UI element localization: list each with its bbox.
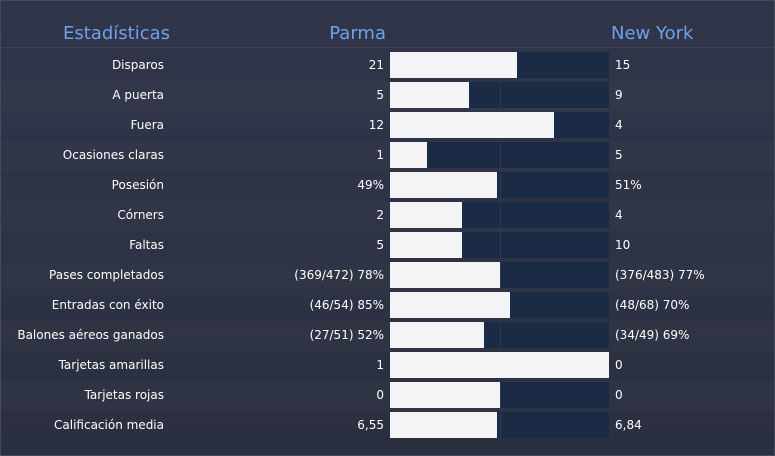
- home-value: (46/54) 85%: [309, 298, 384, 312]
- away-value: (48/68) 70%: [615, 298, 690, 312]
- home-share-fill: [390, 142, 427, 168]
- stats-title: Estadísticas: [63, 23, 171, 44]
- away-value: 4: [615, 208, 623, 222]
- bar-midline: [500, 292, 501, 318]
- stat-label: Entradas con éxito: [51, 298, 164, 312]
- home-value: 6,55: [357, 418, 384, 432]
- home-team-name: Parma: [329, 23, 386, 44]
- stat-label: Balones aéreos ganados: [17, 328, 164, 342]
- home-value: (369/472) 78%: [294, 268, 384, 282]
- home-share-fill: [390, 202, 462, 228]
- bar-midline: [500, 112, 501, 138]
- stat-row: Balones aéreos ganados (27/51) 52% (34/49)…: [1, 321, 774, 351]
- bar-midline: [500, 142, 501, 168]
- stat-label: A puerta: [112, 88, 164, 102]
- comparison-bar: [390, 172, 609, 198]
- away-value: 0: [615, 358, 623, 372]
- home-share-fill: [390, 292, 510, 318]
- stat-row: Tarjetas rojas 0 0: [1, 381, 774, 411]
- stat-label: Tarjetas amarillas: [58, 358, 164, 372]
- stat-row: Córners 2 4: [1, 201, 774, 231]
- home-share-fill: [390, 52, 517, 78]
- stat-label: Calificación media: [54, 418, 164, 432]
- stat-row: Fuera 12 4: [1, 111, 774, 141]
- away-value: 5: [615, 148, 623, 162]
- stat-row: Calificación media 6,55 6,84: [1, 411, 774, 441]
- bar-midline: [500, 232, 501, 258]
- bar-midline: [500, 52, 501, 78]
- home-value: 49%: [357, 178, 384, 192]
- stats-header: Estadísticas Parma New York: [1, 1, 774, 48]
- home-value: 2: [376, 208, 384, 222]
- home-value: 1: [376, 358, 384, 372]
- stat-row: Tarjetas amarillas 1 0: [1, 351, 774, 381]
- comparison-bar: [390, 112, 609, 138]
- stat-row: A puerta 5 9: [1, 81, 774, 111]
- comparison-bar: [390, 82, 609, 108]
- comparison-bar: [390, 232, 609, 258]
- home-value: (27/51) 52%: [309, 328, 384, 342]
- stat-label: Faltas: [129, 238, 164, 252]
- stat-label: Disparos: [111, 58, 164, 72]
- home-share-fill: [390, 262, 500, 288]
- away-value: 0: [615, 388, 623, 402]
- stat-label: Ocasiones claras: [62, 148, 164, 162]
- stat-row: Ocasiones claras 1 5: [1, 141, 774, 171]
- home-value: 12: [368, 118, 384, 132]
- bar-midline: [500, 262, 501, 288]
- stat-row: Entradas con éxito (46/54) 85% (48/68) 70%: [1, 291, 774, 321]
- bar-midline: [500, 172, 501, 198]
- comparison-bar: [390, 382, 609, 408]
- away-value: (34/49) 69%: [615, 328, 690, 342]
- home-share-fill: [390, 382, 500, 408]
- bar-midline: [500, 322, 501, 348]
- comparison-bar: [390, 52, 609, 78]
- comparison-bar: [390, 322, 609, 348]
- bar-midline: [500, 202, 501, 228]
- bar-midline: [500, 382, 501, 408]
- comparison-bar: [390, 292, 609, 318]
- home-share-fill: [390, 172, 497, 198]
- home-value: 5: [376, 238, 384, 252]
- home-share-fill: [390, 322, 484, 348]
- home-share-fill: [390, 352, 609, 378]
- bar-midline: [500, 412, 501, 438]
- bar-midline: [500, 352, 501, 378]
- away-value: 6,84: [615, 418, 642, 432]
- stat-label: Posesión: [111, 178, 164, 192]
- stat-label: Pases completados: [49, 268, 164, 282]
- stat-row: Faltas 5 10: [1, 231, 774, 261]
- stat-row: Pases completados (369/472) 78% (376/483) …: [1, 261, 774, 291]
- away-value: 10: [615, 238, 631, 252]
- away-value: 15: [615, 58, 631, 72]
- home-share-fill: [390, 232, 462, 258]
- away-value: 4: [615, 118, 623, 132]
- home-share-fill: [390, 112, 554, 138]
- comparison-bar: [390, 262, 609, 288]
- comparison-bar: [390, 202, 609, 228]
- comparison-bar: [390, 352, 609, 378]
- away-value: 51%: [615, 178, 642, 192]
- home-value: 1: [376, 148, 384, 162]
- away-team-name: New York: [611, 23, 694, 44]
- home-value: 21: [368, 58, 384, 72]
- stat-row: Disparos 21 15: [1, 51, 774, 81]
- away-value: 9: [615, 88, 623, 102]
- away-value: (376/483) 77%: [615, 268, 705, 282]
- stat-row: Posesión 49% 51%: [1, 171, 774, 201]
- stat-label: Córners: [117, 208, 164, 222]
- comparison-bar: [390, 142, 609, 168]
- stat-label: Tarjetas rojas: [84, 388, 164, 402]
- bar-midline: [500, 82, 501, 108]
- comparison-bar: [390, 412, 609, 438]
- stat-label: Fuera: [130, 118, 164, 132]
- home-value: 0: [376, 388, 384, 402]
- home-value: 5: [376, 88, 384, 102]
- home-share-fill: [390, 82, 469, 108]
- home-share-fill: [390, 412, 497, 438]
